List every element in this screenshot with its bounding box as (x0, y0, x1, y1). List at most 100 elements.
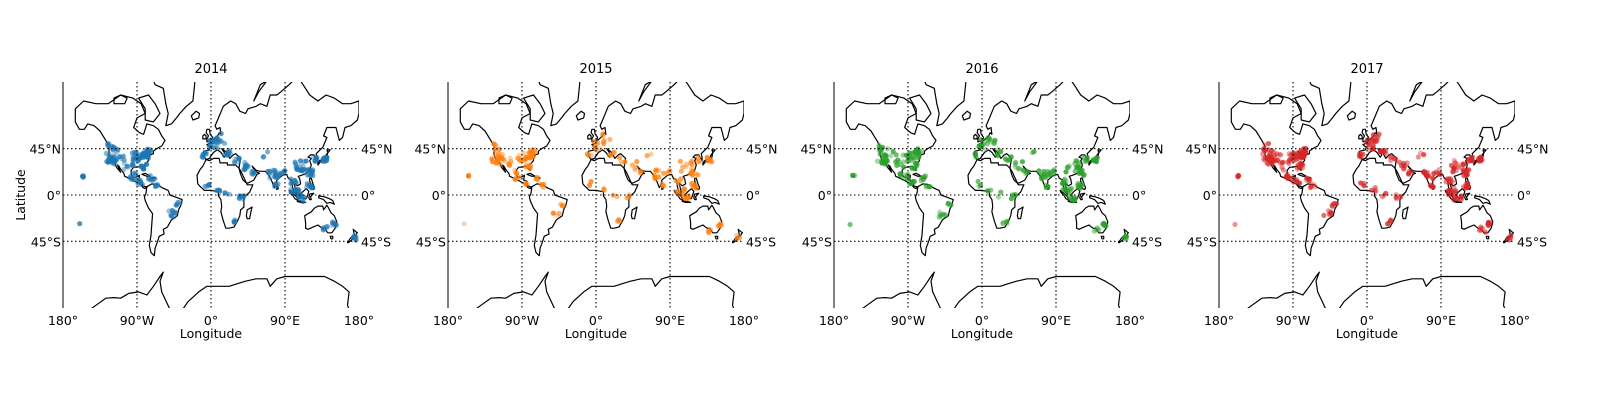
observation-points (1232, 131, 1514, 243)
lon-tick-label: 180° (1115, 313, 1145, 328)
observation-point (1368, 187, 1375, 193)
observation-point (1232, 221, 1238, 227)
observation-point (985, 188, 991, 194)
observation-point (900, 152, 906, 158)
y-axis-label: Latitude (13, 169, 28, 221)
observation-point (677, 158, 684, 164)
observation-point (1280, 167, 1287, 173)
observation-point (681, 195, 687, 201)
observation-point (1307, 177, 1313, 183)
lat-tick-label-left: 45°N (29, 142, 61, 157)
observation-point (115, 147, 121, 153)
observation-point (883, 153, 889, 159)
observation-point (304, 167, 310, 173)
coastline-baffin-island (522, 94, 546, 123)
observation-point (1452, 189, 1459, 196)
observation-point (1264, 160, 1270, 166)
observation-point (617, 218, 623, 224)
observation-point (885, 158, 891, 164)
observation-point (466, 172, 472, 178)
observation-point (1045, 184, 1051, 190)
observation-point (1421, 152, 1427, 158)
observation-point (909, 165, 915, 171)
observation-point (1466, 167, 1472, 173)
observation-point (1019, 159, 1025, 165)
observation-point (1072, 195, 1078, 202)
observation-point (527, 155, 533, 161)
observation-point (1400, 160, 1407, 166)
observation-point (214, 135, 220, 141)
observation-point (515, 155, 521, 161)
observation-point (675, 179, 681, 185)
observation-point (1123, 234, 1129, 240)
lat-tick-label-right: 45°S (1517, 234, 1547, 249)
coastline-new-zealand-north (1123, 228, 1130, 237)
observation-point (218, 131, 224, 137)
coastline-australia (304, 204, 338, 234)
observation-point (629, 162, 636, 168)
observation-point (1482, 229, 1488, 235)
observation-point (1007, 157, 1013, 163)
lat-tick-label-right: 0° (361, 188, 375, 203)
coastline-new-guinea (703, 195, 720, 205)
lon-tick-label: 90°W (120, 313, 155, 328)
observation-point (893, 159, 899, 165)
observation-point (153, 182, 159, 189)
lat-tick-label-left: 45°S (31, 234, 61, 249)
observation-point (890, 148, 896, 155)
coastline-victoria-island (1269, 94, 1284, 105)
coastline-ireland (1358, 133, 1363, 140)
observation-point (923, 184, 929, 190)
observation-point (300, 198, 306, 205)
observation-point (695, 159, 701, 165)
observation-point (127, 174, 134, 180)
observation-point (651, 172, 658, 179)
lat-tick-label-left: 0° (818, 188, 832, 203)
observation-point (111, 155, 117, 161)
observation-point (664, 170, 671, 176)
observation-point (877, 147, 883, 153)
observation-point (217, 188, 223, 194)
observation-point (678, 176, 684, 182)
observation-point (1012, 159, 1019, 165)
lon-tick-label: 90°E (655, 313, 685, 328)
coastline-novaya-zemlya (638, 82, 652, 102)
observation-point (998, 149, 1004, 155)
map-title: 2014 (194, 62, 227, 77)
observation-point (232, 156, 238, 162)
observation-point (661, 183, 667, 189)
coastline-ellesmere-island (135, 48, 153, 81)
observation-point (616, 155, 623, 161)
observation-point (1073, 158, 1079, 164)
lon-tick-label: 180° (344, 313, 374, 328)
coastline-new-guinea (1474, 195, 1491, 205)
coastline-iceland (961, 110, 972, 121)
coastline-iceland (190, 110, 201, 121)
observation-point (678, 168, 684, 174)
observation-point (111, 154, 118, 160)
observation-point (1422, 170, 1428, 176)
observation-point (1100, 221, 1106, 227)
observation-point (1063, 169, 1069, 175)
observation-point (496, 146, 502, 152)
lat-tick-label-right: 0° (1517, 188, 1531, 203)
observation-point (614, 193, 620, 199)
observation-point (206, 182, 212, 188)
observation-point (1308, 184, 1314, 190)
observation-point (1370, 132, 1376, 138)
observation-point (1024, 170, 1030, 176)
observation-point (333, 223, 339, 229)
observation-point (1069, 185, 1075, 191)
observation-point (998, 189, 1004, 195)
observation-point (705, 228, 712, 234)
observation-point (535, 177, 541, 183)
observation-point (521, 150, 527, 156)
observation-point (980, 142, 986, 148)
coastline-new-zealand-north (737, 228, 744, 237)
lat-tick-label-left: 45°N (800, 142, 832, 157)
observation-point (1373, 138, 1379, 144)
observation-point (1451, 166, 1457, 172)
observation-point (948, 202, 954, 208)
observation-point (236, 156, 242, 162)
observation-point (676, 180, 682, 186)
